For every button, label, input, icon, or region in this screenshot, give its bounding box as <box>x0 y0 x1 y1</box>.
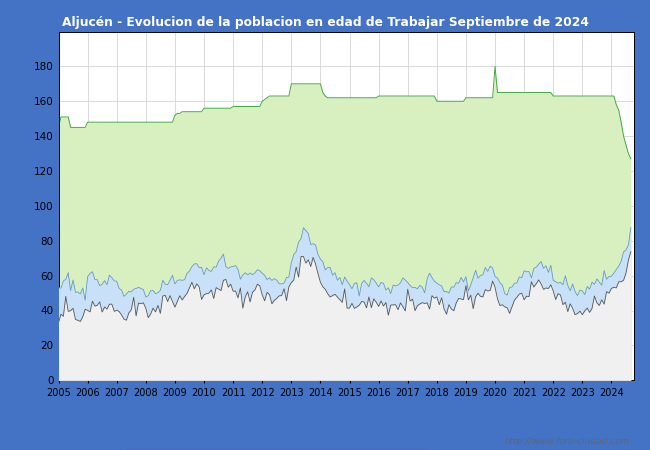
Text: Aljucén - Evolucion de la poblacion en edad de Trabajar Septiembre de 2024: Aljucén - Evolucion de la poblacion en e… <box>62 16 588 29</box>
Text: http://www.foro-ciudad.com: http://www.foro-ciudad.com <box>505 436 630 446</box>
